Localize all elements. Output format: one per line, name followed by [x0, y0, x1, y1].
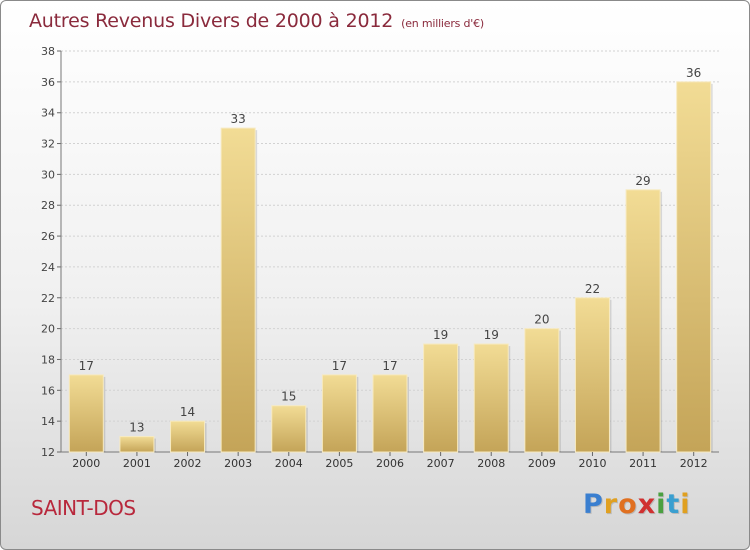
y-tick-label: 34 — [41, 107, 55, 120]
data-label: 17 — [79, 359, 94, 373]
x-tick-label: 2004 — [275, 457, 303, 470]
bar — [574, 297, 610, 453]
bar — [676, 81, 712, 453]
bar — [372, 374, 408, 453]
x-tick-label: 2008 — [477, 457, 505, 470]
x-tick-label: 2002 — [174, 457, 202, 470]
y-tick-label: 38 — [41, 45, 55, 58]
bar — [473, 343, 509, 453]
y-tick-label: 24 — [41, 261, 55, 274]
chart-title-text: Autres Revenus Divers de 2000 à 2012 — [29, 10, 394, 32]
y-tick-label: 26 — [41, 230, 55, 243]
bar — [68, 374, 104, 453]
logo-letter: x — [637, 489, 657, 520]
logo-letter: i — [680, 489, 691, 520]
data-label: 20 — [534, 313, 549, 327]
y-tick-label: 20 — [41, 323, 55, 336]
chart-subtitle: (en milliers d'€) — [401, 17, 485, 30]
bar — [170, 420, 206, 453]
bar — [220, 127, 256, 453]
y-tick-label: 32 — [41, 138, 55, 151]
x-tick-label: 2009 — [528, 457, 556, 470]
x-tick-label: 2001 — [123, 457, 151, 470]
x-tick-label: 2011 — [629, 457, 657, 470]
data-label: 13 — [129, 421, 144, 435]
y-tick-label: 36 — [41, 76, 55, 89]
data-label: 22 — [585, 282, 600, 296]
y-tick-label: 18 — [41, 353, 55, 366]
y-tick-label: 28 — [41, 199, 55, 212]
logo-letter: r — [603, 489, 619, 520]
x-tick-label: 2006 — [376, 457, 404, 470]
proxiti-logo: Proxiti — [583, 489, 691, 520]
y-tick-label: 12 — [41, 446, 55, 459]
x-tick-label: 2003 — [224, 457, 252, 470]
bar — [524, 328, 560, 453]
y-tick-label: 22 — [41, 292, 55, 305]
chart-title: Autres Revenus Divers de 2000 à 2012 (en … — [29, 10, 484, 32]
x-tick-label: 2007 — [427, 457, 455, 470]
data-label: 29 — [635, 174, 650, 188]
bar — [423, 343, 459, 453]
data-label: 33 — [231, 112, 246, 126]
x-tick-label: 2010 — [578, 457, 606, 470]
bar — [625, 189, 661, 453]
data-label: 15 — [281, 390, 296, 404]
logo-letter: i — [656, 489, 667, 520]
bar — [119, 436, 155, 453]
data-label: 19 — [433, 328, 448, 342]
bar — [271, 405, 307, 453]
data-label: 19 — [484, 328, 499, 342]
logo-letter: P — [583, 489, 604, 520]
data-label: 14 — [180, 405, 195, 419]
data-label: 36 — [686, 66, 701, 80]
logo-letter: o — [618, 489, 638, 520]
logo-letter: t — [666, 489, 681, 520]
x-tick-label: 2012 — [680, 457, 708, 470]
data-label: 17 — [332, 359, 347, 373]
location-label: SAINT-DOS — [31, 496, 136, 520]
data-label: 17 — [382, 359, 397, 373]
y-tick-label: 30 — [41, 168, 55, 181]
y-tick-label: 14 — [41, 415, 55, 428]
x-tick-label: 2005 — [325, 457, 353, 470]
y-tick-label: 16 — [41, 384, 55, 397]
x-tick-label: 2000 — [72, 457, 100, 470]
bar — [321, 374, 357, 453]
